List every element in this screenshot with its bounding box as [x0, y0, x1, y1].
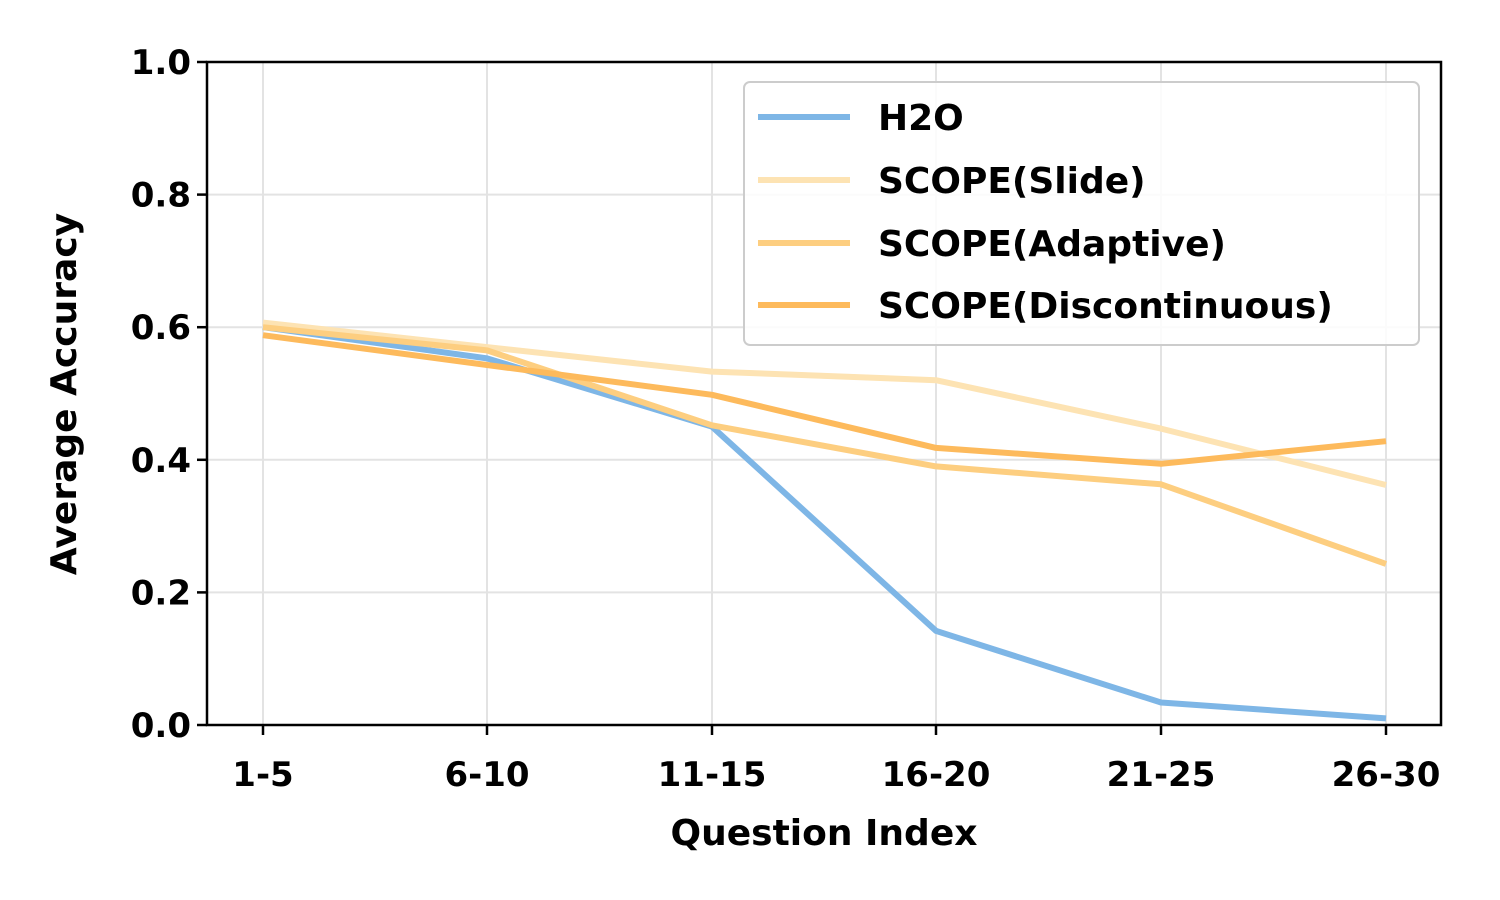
x-tick-label: 16-20: [882, 755, 991, 795]
y-tick-label: 0.4: [131, 441, 191, 481]
x-tick-label: 11-15: [658, 755, 767, 795]
legend-label: SCOPE(Adaptive): [878, 224, 1226, 265]
x-axis-ticks: 1-5 6-10 11-15 16-20 21-25 26-30: [232, 725, 1440, 795]
legend-frame: [743, 81, 1420, 346]
plot-frame: [205, 60, 1443, 727]
y-tick-label: 0.0: [131, 706, 191, 746]
series-lines: [262, 319, 1388, 722]
legend-label: SCOPE(Slide): [878, 161, 1146, 202]
x-tick-label: 21-25: [1107, 755, 1216, 795]
series-line-scope-slide: [262, 319, 1387, 488]
y-tick-label: 1.0: [131, 43, 191, 83]
x-tick-label: 6-10: [444, 755, 529, 795]
series-line-scope-adaptive: [262, 324, 1388, 567]
series-line-h2o: [262, 324, 1387, 722]
y-tick-label: 0.2: [131, 573, 191, 613]
y-axis-ticks: 0.0 0.2 0.4 0.6 0.8 1.0: [131, 43, 207, 746]
series-line-scope-discontinuous: [262, 332, 1387, 467]
y-tick-label: 0.8: [131, 176, 191, 216]
x-tick-label: 26-30: [1332, 755, 1441, 795]
legend-label: SCOPE(Discontinuous): [878, 286, 1333, 327]
y-axis-label: Average Accuracy: [44, 213, 85, 575]
y-tick-label: 0.6: [131, 308, 191, 348]
legend-label: H2O: [878, 98, 964, 139]
x-axis-label: Question Index: [671, 813, 978, 854]
x-tick-label: 1-5: [232, 755, 293, 795]
legend: H2O SCOPE(Slide) SCOPE(Adaptive) SCOPE(Disc…: [743, 81, 1420, 346]
